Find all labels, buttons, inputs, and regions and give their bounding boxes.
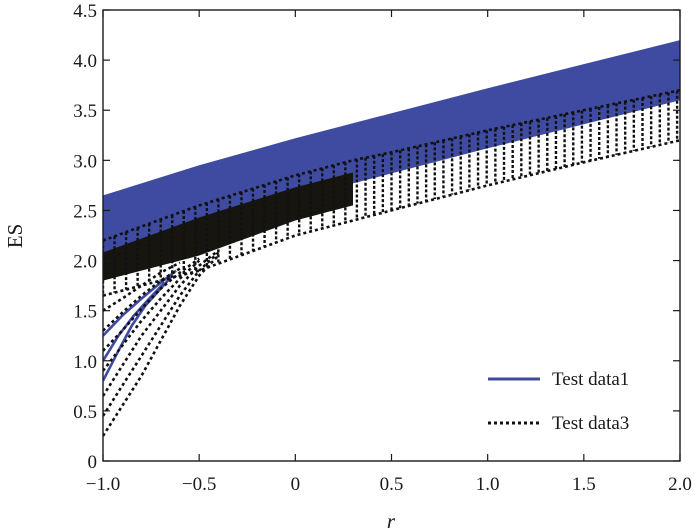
- y-tick-label: 4.0: [73, 51, 97, 72]
- series-test-data3-line: [103, 259, 201, 372]
- x-tick-label: 0: [291, 474, 301, 495]
- y-tick-label: 3.5: [73, 101, 97, 122]
- series-test-data1-band: [103, 40, 680, 256]
- legend-label-test-data1: Test data1: [552, 369, 629, 390]
- x-tick-label: −1.0: [86, 474, 120, 495]
- y-tick-label: 1.0: [73, 352, 97, 373]
- x-axis-label: r: [387, 509, 396, 531]
- data-layer: [103, 40, 680, 437]
- series-test-data3-upper-line: [103, 88, 680, 242]
- series-test-data3-lower-line: [103, 139, 680, 297]
- series-test-data3-line: [103, 254, 220, 437]
- x-tick-label: −0.5: [182, 474, 216, 495]
- series-test-data1-line: [103, 269, 177, 337]
- x-tick-label: 0.5: [380, 474, 404, 495]
- series-test-data3-line: [103, 267, 181, 332]
- y-tick-label: 4.5: [73, 1, 97, 22]
- y-tick-label: 2.0: [73, 252, 97, 273]
- y-tick-label: 2.5: [73, 201, 97, 222]
- y-tick-label: 1.5: [73, 302, 97, 323]
- series-test-data3-line: [103, 251, 220, 417]
- legend: Test data1 Test data3: [488, 369, 629, 434]
- y-tick-label: 0.5: [73, 402, 97, 423]
- legend-label-test-data3: Test data3: [552, 413, 629, 434]
- series-test-data3-dense-region: [103, 172, 353, 281]
- series-test-data1-line: [103, 281, 166, 362]
- series-test-data3-line: [103, 249, 220, 397]
- y-tick-label: 0: [88, 452, 98, 473]
- x-tick-label: 1.5: [572, 474, 596, 495]
- x-tick-label: 1.0: [476, 474, 500, 495]
- x-tick-label: 2.0: [668, 474, 692, 495]
- y-tick-label: 3.0: [73, 151, 97, 172]
- ticks-layer: −1.0 −0.5 0 0.5 1.0 1.5 2.0 0 0.5 1.0 1.5 2.0 2.5 3.0…: [73, 1, 692, 495]
- series-test-data3: [103, 88, 680, 437]
- y-axis-label: ES: [3, 224, 27, 249]
